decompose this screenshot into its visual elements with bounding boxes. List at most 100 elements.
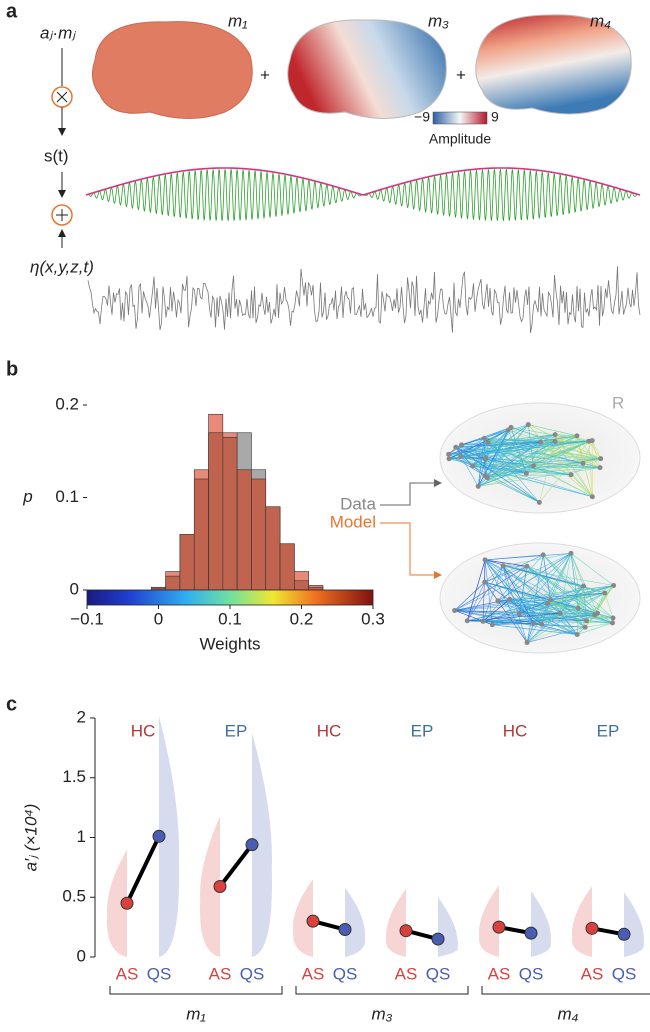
condition-label: QS: [240, 964, 265, 983]
network-edge: [533, 553, 572, 624]
network-edge: [466, 559, 486, 621]
network-edge: [588, 441, 593, 497]
network-edge: [583, 585, 605, 594]
network-edge: [484, 581, 542, 625]
network-node: [544, 601, 550, 607]
network-node: [500, 563, 506, 569]
network-edge: [503, 565, 605, 594]
network-edge: [448, 438, 485, 460]
violin: [479, 885, 499, 957]
colorbar: [86, 589, 374, 606]
network-edge: [554, 434, 601, 468]
network-node: [459, 442, 465, 448]
network-node: [609, 620, 615, 626]
colorbar: [432, 111, 488, 125]
group-label: HC: [503, 721, 528, 740]
colorbar-tick: 9: [491, 109, 499, 125]
network-edge: [555, 434, 577, 437]
network-node: [458, 454, 464, 460]
y-tick-label: 2: [77, 707, 86, 726]
x-tick-label: 0.1: [218, 609, 242, 628]
network-edge: [510, 427, 556, 442]
network-edge: [577, 608, 587, 621]
network-edge: [585, 622, 613, 628]
plus: +: [456, 65, 466, 84]
group-label: EP: [225, 721, 248, 740]
network-edge: [484, 458, 601, 476]
network-edge: [577, 586, 584, 609]
network-edge: [542, 554, 614, 619]
network-node: [525, 422, 531, 428]
mean-dot: [213, 879, 227, 893]
noise-wave: [87, 266, 641, 334]
network-edge: [449, 441, 556, 460]
network-edge: [472, 441, 556, 467]
arrow: [380, 479, 442, 506]
network-edge: [485, 434, 556, 459]
network-node: [516, 611, 522, 617]
network-edge: [541, 613, 561, 625]
condition-label: AS: [209, 964, 232, 983]
network-edge: [448, 440, 593, 455]
y-axis-label: a′ⱼ (×10⁴): [21, 804, 40, 872]
module-label: m₃: [372, 1004, 393, 1023]
brain-m3: [287, 19, 447, 119]
network-node: [536, 499, 542, 505]
network-node: [597, 465, 603, 471]
mean-dot: [152, 829, 166, 843]
network-edge: [484, 565, 504, 583]
noise-label: η(x,y,z,t): [30, 257, 94, 276]
network-node: [470, 463, 476, 469]
network-edge: [519, 613, 534, 624]
network-edge: [497, 600, 520, 614]
condition-label: QS: [612, 964, 637, 983]
network-edge: [461, 438, 485, 446]
network-node: [464, 618, 470, 624]
hist-bar: [222, 437, 238, 591]
network-node: [495, 598, 501, 604]
condition-label: AS: [581, 964, 604, 983]
network-edge: [478, 467, 601, 487]
network-node: [484, 475, 490, 481]
network-node: [538, 439, 544, 445]
network-edge: [576, 586, 584, 635]
network-edge: [448, 454, 473, 467]
y-axis-label: p: [22, 487, 32, 506]
network-edge: [576, 592, 606, 635]
network-edge: [510, 427, 589, 442]
network-edge: [482, 554, 544, 622]
network-edge: [492, 585, 614, 626]
network-edge: [570, 553, 598, 614]
network-node: [446, 456, 452, 462]
arrow: [380, 522, 442, 579]
mean-dot: [338, 923, 352, 937]
network-edge: [460, 456, 593, 498]
network-edge: [472, 458, 601, 467]
mean-dot: [120, 896, 134, 910]
network-edge: [455, 447, 601, 459]
y-tick-label: 1: [77, 827, 86, 846]
condition-label: AS: [116, 964, 139, 983]
network-edge: [484, 559, 534, 624]
mean-dot: [306, 914, 320, 928]
network-edge: [519, 613, 613, 624]
network-node: [507, 596, 513, 602]
network-edge: [460, 456, 486, 459]
violin: [107, 849, 127, 957]
waveforms: [85, 167, 641, 334]
network-edge: [570, 553, 614, 586]
violin: [159, 716, 179, 957]
network-edge: [484, 559, 578, 635]
multiply-sign: [56, 91, 68, 103]
weight-text: aⱼ·mⱼ: [40, 23, 76, 42]
network-edge: [483, 438, 540, 503]
network-edge: [526, 554, 544, 643]
condition-label: AS: [302, 964, 325, 983]
network-node: [539, 621, 545, 627]
hist-bar: [308, 586, 324, 591]
network-edge: [477, 457, 486, 487]
network-node: [481, 435, 487, 441]
network-edge: [503, 565, 614, 586]
colorbar-tick: −9: [414, 109, 430, 125]
group-label: EP: [411, 721, 434, 740]
